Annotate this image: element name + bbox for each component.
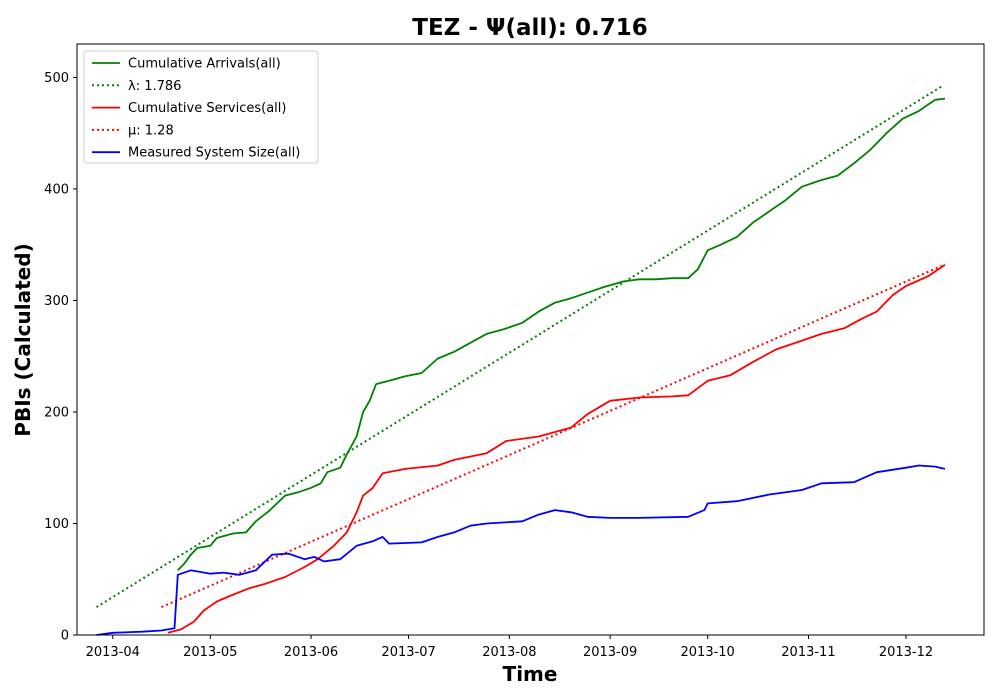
legend-box bbox=[83, 50, 319, 164]
x-axis-label: Time bbox=[503, 662, 558, 686]
x-tick-label: 2013-07 bbox=[381, 645, 435, 660]
y-axis-label: PBIs (Calculated) bbox=[11, 243, 35, 436]
x-tick-label: 2013-06 bbox=[284, 645, 338, 660]
y-tick-label: 100 bbox=[44, 517, 69, 532]
x-tick-label: 2013-09 bbox=[583, 645, 637, 660]
y-tick-label: 300 bbox=[44, 294, 69, 309]
x-tick-label: 2013-05 bbox=[183, 645, 237, 660]
series-line-0 bbox=[177, 97, 946, 571]
y-axis: 0 100 200 300 400 500 bbox=[44, 71, 77, 644]
series-line-2 bbox=[167, 264, 946, 634]
legend-label: Cumulative Services(all) bbox=[128, 101, 286, 116]
legend-label: Measured System Size(all) bbox=[128, 146, 300, 161]
x-tick-label: 2013-08 bbox=[482, 645, 536, 660]
series-line-1 bbox=[95, 85, 943, 608]
chart-title: TEZ - Ψ(all): 0.716 bbox=[412, 15, 647, 41]
y-tick-label: 200 bbox=[44, 405, 69, 420]
x-axis: 2013-04 2013-05 2013-06 2013-07 2013-08 2013-… bbox=[86, 635, 933, 660]
legend: Cumulative Arrivals(all) λ: 1.786 Cumulati… bbox=[83, 50, 319, 164]
series-line-4 bbox=[96, 464, 946, 636]
series-line-3 bbox=[161, 264, 943, 609]
x-tick-label: 2013-11 bbox=[781, 645, 835, 660]
legend-label: Cumulative Arrivals(all) bbox=[128, 57, 281, 72]
y-tick-label: 0 bbox=[61, 629, 69, 644]
x-tick-label: 2013-04 bbox=[86, 645, 140, 660]
legend-label: λ: 1.786 bbox=[128, 79, 181, 94]
y-tick-label: 400 bbox=[44, 182, 69, 197]
legend-label: μ: 1.28 bbox=[128, 123, 174, 138]
y-tick-label: 500 bbox=[44, 71, 69, 86]
plot-frame bbox=[76, 43, 985, 636]
x-tick-label: 2013-12 bbox=[879, 645, 933, 660]
x-tick-label: 2013-10 bbox=[681, 645, 735, 660]
